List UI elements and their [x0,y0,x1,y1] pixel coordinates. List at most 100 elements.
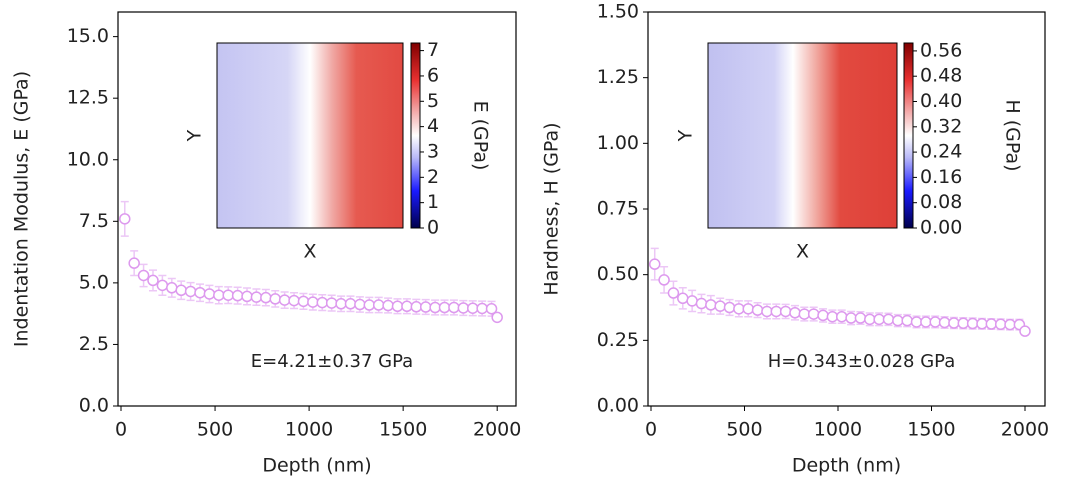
y-tick-label: 1.00 [597,132,639,154]
colorbar-tick-label: 0.48 [920,65,962,87]
marker [686,295,698,307]
colorbar-tick-label: 6 [427,64,439,86]
marker [156,279,169,292]
colorbar-tick-label: 1 [427,191,439,213]
colorbar-tick-label: 3 [427,140,439,162]
inset-y-label: Y [184,129,206,142]
y-tick-label: 5.0 [79,271,109,293]
axes-frame [117,11,517,407]
marker [354,298,366,311]
marker [742,303,754,315]
marker [241,290,253,303]
y-tick-label: 0.25 [597,329,639,351]
marker [789,307,801,319]
marker [892,314,904,327]
marker [391,300,404,313]
y-tick-label: 0.00 [597,395,639,417]
inset-map [707,42,898,229]
x-tick-label: 500 [726,419,762,441]
colorbar [410,42,421,229]
colorbar-label: H (GPa) [1002,99,1024,171]
marker [920,316,932,328]
x-tick-label: 1000 [814,419,862,441]
marker [938,316,951,329]
colorbar-tick-label: 0.56 [920,39,962,61]
marker [119,213,131,225]
marker [147,274,159,287]
marker [278,294,291,306]
marker [491,311,503,324]
marker [929,316,941,328]
colorbar-tick-label: 0.24 [920,141,962,163]
annotation: H=0.343±0.028 GPa [768,351,956,372]
marker [297,295,310,308]
marker [363,299,376,311]
y-tick-label: 1.25 [597,66,639,88]
marker [1004,318,1016,331]
marker [770,305,783,318]
marker [128,257,140,269]
marker [817,309,829,322]
inset-x-label: X [796,241,809,263]
marker [213,289,225,301]
marker [260,291,272,304]
marker [648,258,661,270]
marker [714,300,726,312]
marker [779,305,792,318]
y-tick-label: 12.5 [67,87,109,109]
marker [438,301,451,314]
marker [864,313,876,326]
marker [695,297,708,310]
marker [994,318,1007,331]
marker [137,269,150,282]
marker [948,317,960,329]
colorbar-tick-label: 0.16 [920,166,962,188]
x-tick-label: 2000 [1001,419,1049,441]
x-tick-label: 500 [197,419,233,441]
marker [269,293,281,305]
y-tick-label: 0.50 [597,263,639,285]
x-tick-label: 2000 [473,419,521,441]
inset-x-label: X [303,241,316,263]
marker [288,294,300,307]
marker [203,288,216,300]
marker [723,301,736,314]
marker [222,289,234,301]
marker [854,312,867,324]
colorbar-tick-label: 0.40 [920,90,962,112]
marker [910,316,923,328]
marker [307,296,319,308]
marker [448,301,460,314]
marker [873,313,885,326]
marker [705,299,717,311]
y-tick-label: 0.75 [597,198,639,220]
marker [901,314,913,327]
inset-map [216,42,404,229]
marker [166,282,178,294]
x-tick-label: 1500 [379,419,427,441]
marker [476,302,488,315]
marker [250,291,263,303]
marker [826,310,839,323]
marker [231,289,244,302]
marker [667,287,680,299]
colorbar-tick-label: 0 [427,217,439,239]
marker [985,318,998,330]
colorbar-tick-label: 4 [427,115,439,137]
x-tick-label: 0 [645,419,657,441]
marker [382,299,394,312]
marker [184,285,197,298]
marker [325,297,338,309]
marker [761,305,773,318]
marker [335,298,347,310]
marker [485,302,498,315]
marker [419,301,432,313]
marker [194,286,206,299]
y-tick-label: 7.5 [79,210,109,232]
y-tick-label: 15.0 [67,25,109,47]
colorbar-label: E (GPa) [470,101,492,171]
x-tick-label: 0 [115,419,127,441]
colorbar-tick-label: 7 [427,39,439,61]
x-axis-label: Depth (nm) [262,455,371,477]
